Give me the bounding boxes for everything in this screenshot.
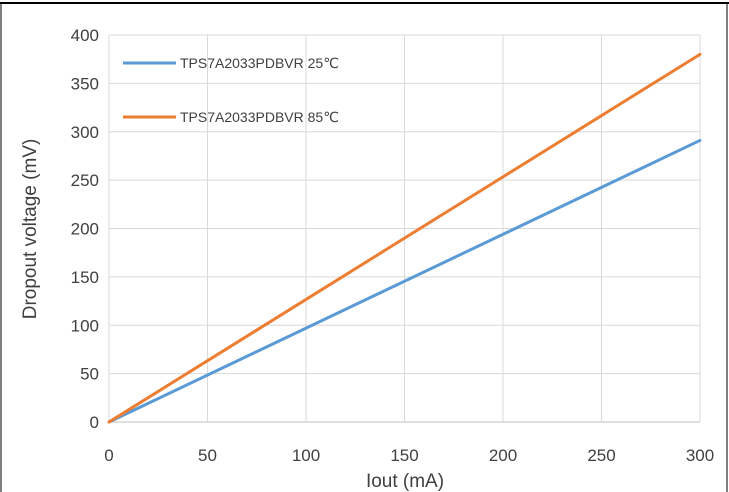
- x-tick-label: 150: [390, 446, 418, 465]
- legend: TPS7A2033PDBVR 25℃ TPS7A2033PDBVR 85℃: [123, 55, 339, 125]
- y-axis-title: Dropout voltage (mV): [20, 139, 41, 320]
- series-line-2: [107, 52, 702, 424]
- x-tick-label: 250: [587, 446, 615, 465]
- y-tick-label: 100: [71, 316, 99, 335]
- x-tick-label: 300: [686, 446, 714, 465]
- y-tick-label: 200: [71, 220, 99, 239]
- grid: [108, 34, 701, 423]
- y-tick-label: 350: [71, 74, 99, 93]
- y-axis-ticks: 0 50 100 150 200 250 300 350 400: [71, 26, 99, 432]
- series-group: [107, 52, 702, 424]
- x-axis-title: Iout (mA): [366, 471, 444, 492]
- legend-label-1: TPS7A2033PDBVR 25℃: [180, 55, 339, 71]
- y-tick-label: 300: [71, 123, 99, 142]
- y-tick-label: 150: [71, 268, 99, 287]
- x-axis-ticks: 0 50 100 150 200 250 300: [104, 446, 714, 465]
- x-tick-label: 200: [489, 446, 517, 465]
- series-line-1: [107, 138, 702, 424]
- y-tick-label: 50: [80, 365, 99, 384]
- y-tick-label: 0: [90, 413, 99, 432]
- y-tick-label: 400: [71, 26, 99, 45]
- x-tick-label: 0: [104, 446, 113, 465]
- y-tick-label: 250: [71, 171, 99, 190]
- x-tick-label: 100: [292, 446, 320, 465]
- legend-label-2: TPS7A2033PDBVR 85℃: [180, 109, 339, 125]
- x-tick-label: 50: [198, 446, 217, 465]
